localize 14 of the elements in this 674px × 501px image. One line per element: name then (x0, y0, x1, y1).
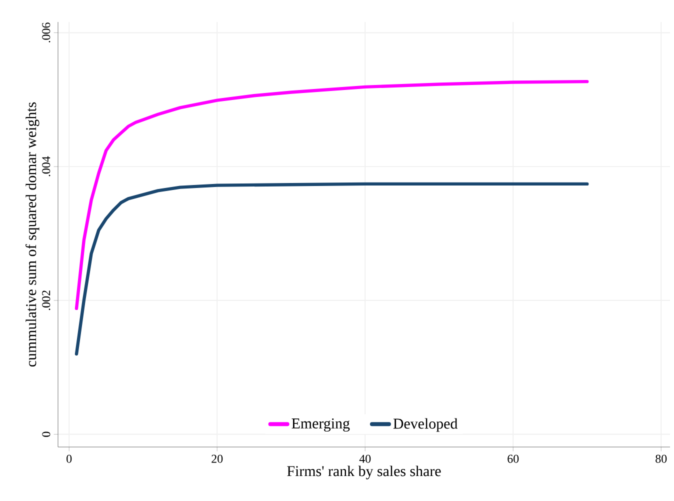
x-tick-label: 40 (359, 454, 371, 463)
x-tick-label: 60 (508, 454, 519, 463)
legend-label: Emerging (292, 418, 350, 432)
x-tick-label: 20 (212, 454, 223, 463)
x-tick-label: 0 (66, 454, 72, 463)
y-tick-label: .004 (42, 156, 50, 176)
y-tick-label: .002 (42, 290, 50, 310)
y-tick-label: .006 (42, 22, 50, 42)
x-tick-label: 80 (656, 454, 667, 463)
x-axis-title: Firms' rank by sales share (287, 466, 441, 480)
line-series (74, 80, 589, 310)
legend-label: Developed (393, 418, 458, 432)
y-axis-title: cummulative sum of squared domar weights (26, 102, 40, 367)
y-tick-label: 0 (42, 432, 50, 437)
